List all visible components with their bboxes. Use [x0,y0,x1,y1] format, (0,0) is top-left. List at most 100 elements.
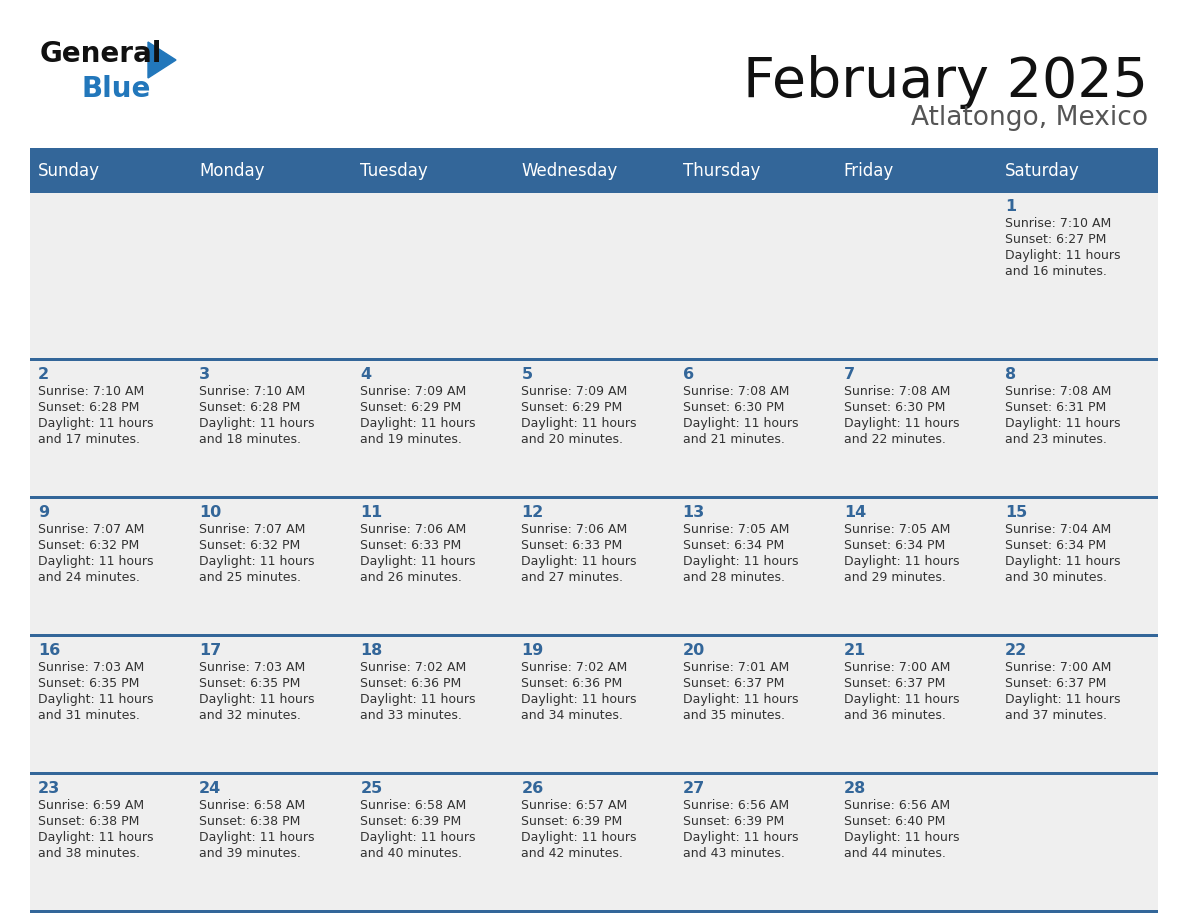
Text: Wednesday: Wednesday [522,162,618,180]
Text: 13: 13 [683,505,704,520]
Text: Sunrise: 7:09 AM: Sunrise: 7:09 AM [522,385,627,398]
Text: Daylight: 11 hours: Daylight: 11 hours [38,693,153,706]
Bar [513,637,675,772]
Text: and 27 minutes.: and 27 minutes. [522,571,624,584]
Text: Sunset: 6:35 PM: Sunset: 6:35 PM [200,677,301,690]
Bar [835,775,997,910]
Bar [30,190,1158,193]
Text: 26: 26 [522,781,544,796]
Text: Daylight: 11 hours: Daylight: 11 hours [522,831,637,844]
Bar [191,499,353,634]
Bar [513,775,675,910]
Text: February 2025: February 2025 [742,55,1148,109]
Text: Friday: Friday [843,162,893,180]
Text: Daylight: 11 hours: Daylight: 11 hours [38,555,153,568]
Bar [675,193,835,358]
Text: Sunset: 6:33 PM: Sunset: 6:33 PM [360,539,461,552]
Text: Sunset: 6:34 PM: Sunset: 6:34 PM [843,539,944,552]
Text: Daylight: 11 hours: Daylight: 11 hours [1005,417,1120,430]
Text: Sunrise: 7:02 AM: Sunrise: 7:02 AM [360,661,467,674]
Text: and 32 minutes.: and 32 minutes. [200,709,301,722]
Text: 22: 22 [1005,643,1028,658]
Text: Daylight: 11 hours: Daylight: 11 hours [360,417,475,430]
Bar [30,634,1158,637]
Text: Sunset: 6:39 PM: Sunset: 6:39 PM [360,815,461,828]
Text: and 30 minutes.: and 30 minutes. [1005,571,1107,584]
Bar [675,499,835,634]
Polygon shape [148,42,176,78]
Text: 15: 15 [1005,505,1028,520]
Bar [513,499,675,634]
Bar [353,193,513,358]
Text: Daylight: 11 hours: Daylight: 11 hours [683,831,798,844]
Text: Sunrise: 7:06 AM: Sunrise: 7:06 AM [360,523,467,536]
Bar [30,772,1158,775]
Text: Daylight: 11 hours: Daylight: 11 hours [1005,249,1120,262]
Text: Sunset: 6:35 PM: Sunset: 6:35 PM [38,677,139,690]
Bar [675,637,835,772]
Bar [835,637,997,772]
Text: and 44 minutes.: and 44 minutes. [843,847,946,860]
Text: Sunset: 6:36 PM: Sunset: 6:36 PM [522,677,623,690]
Text: Daylight: 11 hours: Daylight: 11 hours [522,693,637,706]
Bar [30,152,1158,190]
Text: Sunday: Sunday [38,162,100,180]
Text: Daylight: 11 hours: Daylight: 11 hours [200,693,315,706]
Text: Sunset: 6:28 PM: Sunset: 6:28 PM [200,401,301,414]
Text: 12: 12 [522,505,544,520]
Text: Sunset: 6:38 PM: Sunset: 6:38 PM [200,815,301,828]
Text: 21: 21 [843,643,866,658]
Text: Sunset: 6:37 PM: Sunset: 6:37 PM [683,677,784,690]
Text: Sunset: 6:30 PM: Sunset: 6:30 PM [843,401,946,414]
Bar [835,499,997,634]
Text: Sunset: 6:29 PM: Sunset: 6:29 PM [360,401,461,414]
Text: Sunrise: 7:01 AM: Sunrise: 7:01 AM [683,661,789,674]
Text: Sunrise: 6:56 AM: Sunrise: 6:56 AM [683,799,789,812]
Text: Monday: Monday [200,162,265,180]
Text: Sunrise: 7:02 AM: Sunrise: 7:02 AM [522,661,627,674]
Text: and 35 minutes.: and 35 minutes. [683,709,784,722]
Text: and 21 minutes.: and 21 minutes. [683,433,784,446]
Text: Daylight: 11 hours: Daylight: 11 hours [522,555,637,568]
Text: 4: 4 [360,367,372,382]
Text: and 34 minutes.: and 34 minutes. [522,709,624,722]
Bar [997,361,1158,496]
Bar [675,775,835,910]
Text: Sunrise: 7:08 AM: Sunrise: 7:08 AM [843,385,950,398]
Text: Sunrise: 6:57 AM: Sunrise: 6:57 AM [522,799,627,812]
Text: Daylight: 11 hours: Daylight: 11 hours [360,555,475,568]
Text: and 24 minutes.: and 24 minutes. [38,571,140,584]
Text: Sunset: 6:36 PM: Sunset: 6:36 PM [360,677,461,690]
Text: Blue: Blue [82,75,151,103]
Bar [997,193,1158,358]
Text: Daylight: 11 hours: Daylight: 11 hours [843,555,959,568]
Text: Sunrise: 7:05 AM: Sunrise: 7:05 AM [843,523,950,536]
Text: Sunset: 6:29 PM: Sunset: 6:29 PM [522,401,623,414]
Text: Sunset: 6:38 PM: Sunset: 6:38 PM [38,815,139,828]
Text: and 20 minutes.: and 20 minutes. [522,433,624,446]
Text: 24: 24 [200,781,221,796]
Text: Sunset: 6:33 PM: Sunset: 6:33 PM [522,539,623,552]
Text: and 38 minutes.: and 38 minutes. [38,847,140,860]
Text: 23: 23 [38,781,61,796]
Text: Sunset: 6:32 PM: Sunset: 6:32 PM [200,539,301,552]
Text: and 43 minutes.: and 43 minutes. [683,847,784,860]
Text: Sunset: 6:34 PM: Sunset: 6:34 PM [1005,539,1106,552]
Text: Sunrise: 7:00 AM: Sunrise: 7:00 AM [843,661,950,674]
Text: Sunset: 6:37 PM: Sunset: 6:37 PM [1005,677,1106,690]
Text: and 31 minutes.: and 31 minutes. [38,709,140,722]
Bar [513,361,675,496]
Text: Sunset: 6:27 PM: Sunset: 6:27 PM [1005,233,1106,246]
Text: Daylight: 11 hours: Daylight: 11 hours [843,693,959,706]
Text: and 25 minutes.: and 25 minutes. [200,571,301,584]
Bar [353,499,513,634]
Text: and 40 minutes.: and 40 minutes. [360,847,462,860]
Text: 11: 11 [360,505,383,520]
Text: Daylight: 11 hours: Daylight: 11 hours [683,555,798,568]
Bar [353,361,513,496]
Text: Daylight: 11 hours: Daylight: 11 hours [200,831,315,844]
Bar [353,637,513,772]
Text: Sunrise: 7:07 AM: Sunrise: 7:07 AM [38,523,145,536]
Bar [191,637,353,772]
Text: Daylight: 11 hours: Daylight: 11 hours [683,417,798,430]
